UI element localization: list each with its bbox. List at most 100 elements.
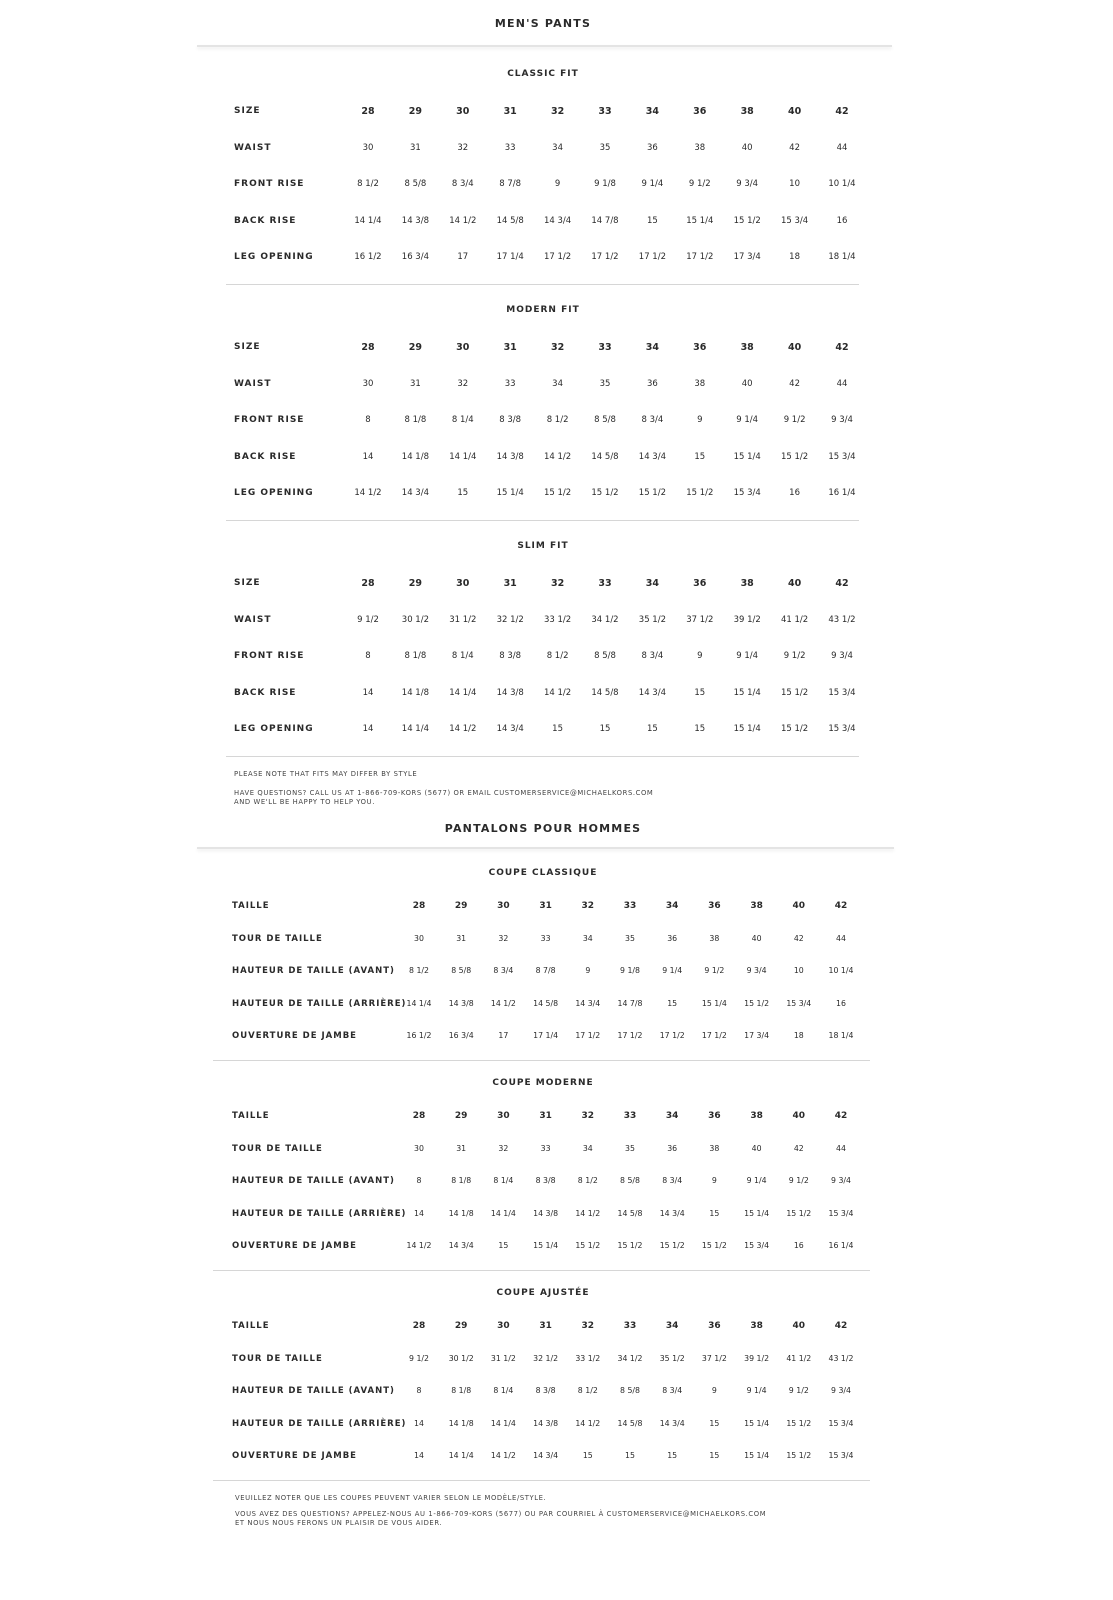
row-label: FRONT RISE: [234, 651, 305, 662]
table-cell: 9: [711, 1176, 717, 1185]
table-cell: 31: [539, 901, 552, 911]
table-cell: 38: [740, 578, 754, 589]
table-cell: 8 1/2: [546, 651, 569, 662]
table-cell: 30: [456, 106, 470, 117]
section-divider: [226, 284, 859, 285]
table-cell: 14 5/8: [591, 451, 619, 462]
table-row: OUVERTURE DE JAMBE 14 14 1/4 14 1/2 14 3/4 15…: [0, 1451, 1113, 1465]
table-cell: 16: [836, 998, 846, 1008]
table-cell: 9: [554, 179, 561, 190]
table-row: WAIST 9 1/2 30 1/2 31 1/2 32 1/2 33 1/2 34 1/2…: [0, 615, 1113, 629]
table-cell: 9 1/2: [788, 1386, 809, 1395]
row-label: TOUR DE TAILLE: [232, 1143, 323, 1154]
table-cell: 15 3/4: [733, 488, 761, 499]
table-cell: 30: [497, 1111, 510, 1121]
table-cell: 14 1/4: [490, 1418, 516, 1428]
table-cell: 8 5/8: [594, 415, 616, 426]
table-cell: 14 1/2: [543, 451, 572, 462]
table-cell: 32: [498, 933, 509, 943]
section-divider: [226, 520, 859, 521]
table-cell: 34: [552, 378, 563, 389]
row-label: HAUTEUR DE TAILLE (AVANT): [232, 966, 395, 976]
table-cell: 16: [793, 1241, 804, 1250]
row-label: TOUR DE TAILLE: [232, 933, 323, 944]
table-cell: 15 1/4: [496, 488, 524, 499]
table-cell: 37 1/2: [701, 1353, 727, 1363]
row-label: OUVERTURE DE JAMBE: [232, 1241, 357, 1251]
table-cell: 38: [740, 342, 754, 353]
table-cell: 33 1/2: [575, 1353, 601, 1363]
table-cell: 40: [792, 1321, 806, 1331]
table-cell: 14 3/4: [638, 451, 666, 462]
row-label: LEG OPENING: [234, 724, 314, 735]
table-cell: 30: [456, 578, 470, 589]
table-cell: 31 1/2: [490, 1353, 516, 1363]
table-cell: 31: [409, 378, 421, 389]
table-cell: 42: [834, 1111, 848, 1121]
table-cell: 33: [598, 106, 612, 117]
table-cell: 8 1/4: [493, 1386, 514, 1395]
table-cell: 33: [504, 142, 516, 153]
table-cell: 15: [709, 1208, 720, 1218]
table-cell: 34: [582, 1143, 593, 1153]
table-cell: 40: [751, 1143, 762, 1153]
table-cell: 14 1/2: [490, 998, 516, 1008]
section-title: COUPE AJUSTÉE: [496, 1288, 590, 1298]
table-row: BACK RISE 14 14 1/8 14 1/4 14 3/8 14 1/2 14 5/…: [0, 452, 1113, 466]
table-cell: 33: [623, 901, 637, 911]
table-cell: 9 1/2: [357, 614, 379, 625]
contact-line-1: HAVE QUESTIONS? CALL US AT 1-866-709-KOR…: [234, 789, 654, 797]
table-cell: 15: [582, 1451, 593, 1460]
table-cell: 32 1/2: [533, 1353, 559, 1363]
table-cell: 35 1/2: [638, 614, 666, 625]
table-cell: 30: [497, 901, 510, 911]
table-cell: 28: [412, 901, 426, 911]
table-cell: 14: [414, 1418, 424, 1428]
table-cell: 16 1/2: [354, 252, 382, 263]
table-cell: 34: [645, 106, 659, 117]
table-cell: 14 1/8: [448, 1418, 474, 1428]
table-cell: 14 5/8: [591, 687, 619, 698]
row-label: WAIST: [234, 142, 272, 153]
table-row: LEG OPENING 14 1/2 14 3/4 15 15 1/4 15 1/2 15 …: [0, 488, 1113, 502]
table-cell: 34: [582, 933, 593, 943]
table-cell: 14 1/4: [490, 1208, 516, 1218]
table-cell: 9 1/2: [688, 179, 711, 190]
table-cell: 14 3/8: [401, 215, 429, 226]
table-cell: 14 3/8: [533, 1208, 559, 1218]
table-row: LEG OPENING 16 1/2 16 3/4 17 17 1/4 17 1/2 17 …: [0, 252, 1113, 266]
table-cell: 28: [361, 578, 375, 589]
section-divider: [226, 756, 859, 757]
table-cell: 16 1/4: [828, 488, 856, 499]
table-cell: 14 3/4: [496, 724, 524, 735]
size-header-row: TAILLE 28 29 30 31 32 33 34 36 38 40 42: [0, 1111, 1113, 1125]
table-cell: 14 1/2: [575, 1418, 601, 1428]
table-cell: 14: [362, 687, 374, 698]
table-row: HAUTEUR DE TAILLE (ARRIÈRE) 14 14 1/8 14 1/…: [0, 1419, 1113, 1433]
table-cell: 8 1/8: [451, 1386, 472, 1395]
table-cell: 38: [740, 106, 754, 117]
table-cell: 8 5/8: [404, 179, 427, 190]
table-cell: 29: [408, 342, 422, 353]
table-cell: 15: [709, 1418, 720, 1428]
table-cell: 9 1/4: [746, 1176, 767, 1185]
table-cell: 41 1/2: [786, 1353, 812, 1363]
fit-note: PLEASE NOTE THAT FITS MAY DIFFER BY STYL…: [234, 770, 418, 778]
table-cell: 32: [581, 1321, 595, 1331]
size-header-row: SIZE 28 29 30 31 32 33 34 36 38 40 42: [0, 106, 1113, 120]
table-cell: 9 1/2: [409, 1353, 429, 1363]
table-cell: 17 1/2: [701, 1031, 727, 1040]
table-cell: 8 1/4: [493, 1176, 514, 1185]
table-cell: 38: [694, 142, 706, 153]
table-cell: 35: [625, 933, 635, 943]
table-cell: 9 3/4: [831, 651, 853, 662]
row-label: TAILLE: [232, 1321, 270, 1331]
row-label: SIZE: [234, 578, 261, 588]
table-cell: 8 1/4: [451, 415, 474, 426]
table-cell: 42: [789, 142, 800, 153]
table-cell: 15 3/4: [786, 998, 812, 1008]
table-row: HAUTEUR DE TAILLE (ARRIÈRE) 14 14 1/8 14 1/…: [0, 1209, 1113, 1223]
table-cell: 35: [599, 378, 611, 389]
table-cell: 15 3/4: [828, 687, 856, 698]
table-cell: 14 1/4: [449, 687, 477, 698]
